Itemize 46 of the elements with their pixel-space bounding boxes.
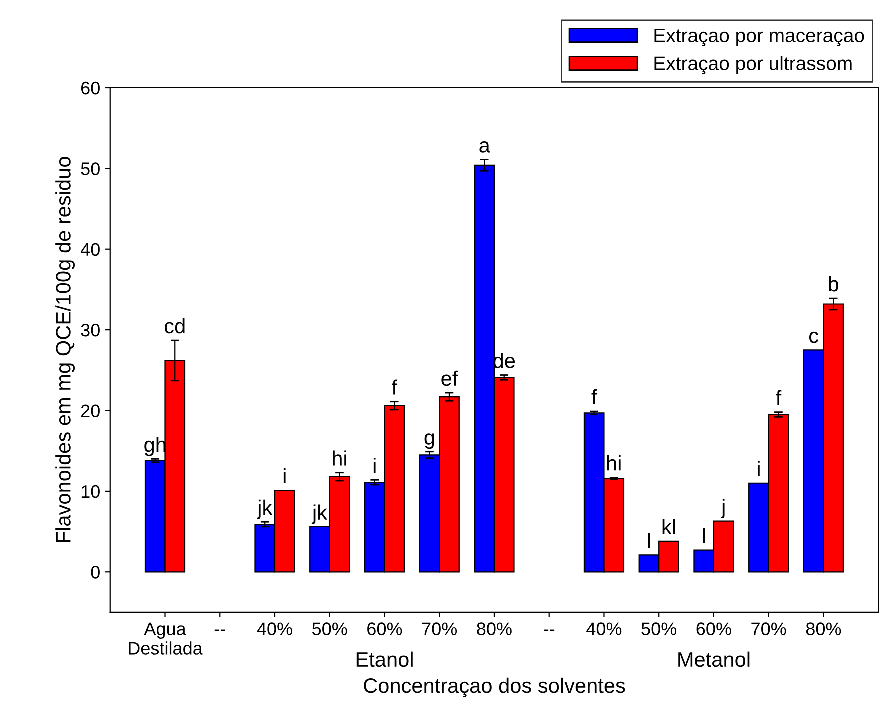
data-label: cd: [165, 318, 185, 334]
data-label: ef: [442, 370, 458, 386]
data-label: i: [374, 458, 376, 474]
data-label: b: [829, 276, 839, 292]
y-tick-label: 50: [81, 162, 100, 176]
y-tick-label: 20: [81, 404, 100, 418]
data-label: i: [758, 461, 760, 476]
data-label: f: [392, 380, 398, 395]
x-tick-label: --: [544, 630, 555, 632]
y-axis-title: Flavonoides em mg QCE/100g de residuo: [56, 157, 76, 542]
y-tick-label: 40: [80, 243, 100, 256]
y-tick-label: 30: [81, 324, 100, 337]
data-label: f: [592, 389, 598, 404]
data-label: c: [810, 332, 818, 344]
data-label: jk: [257, 500, 273, 520]
text: Metanol: [678, 652, 750, 668]
x-tick-label: 50%: [312, 622, 348, 636]
x-tick-label: 80%: [477, 622, 512, 636]
x-tick-label: 70%: [422, 622, 458, 636]
x-tick-label: Agua Destilada: [129, 622, 203, 655]
data-label: hi: [607, 456, 621, 471]
data-label: kl: [662, 519, 676, 534]
data-label: jk: [312, 504, 328, 524]
data-label: i: [284, 468, 286, 484]
data-label: l: [648, 532, 650, 548]
text: Etanol: [356, 652, 413, 668]
y-tick-label: 60: [81, 82, 100, 95]
legend-label: Extraçao por maceraçao: [654, 28, 864, 46]
data-label: a: [480, 142, 490, 153]
data-label: f: [776, 390, 782, 406]
x-tick-label: 50%: [642, 622, 677, 636]
legend-label: Extraçao por ultrassom: [654, 56, 852, 74]
x-tick-label: 40%: [257, 622, 292, 636]
data-label: hi: [333, 450, 346, 466]
x-axis-title: Concentraçao dos solventes: [364, 678, 626, 698]
data-label: l: [703, 528, 706, 544]
x-tick-label: --: [214, 630, 226, 632]
x-tick-label: 60%: [696, 622, 732, 636]
y-tick-label: 10: [82, 485, 100, 498]
y-tick-label: 0: [91, 566, 100, 579]
data-label: j: [721, 499, 725, 519]
x-tick-label: 80%: [806, 622, 842, 636]
x-tick-label: 60%: [368, 622, 402, 636]
x-tick-label: 70%: [752, 622, 786, 636]
data-label: g: [424, 434, 434, 450]
x-tick-label: 40%: [586, 622, 622, 636]
